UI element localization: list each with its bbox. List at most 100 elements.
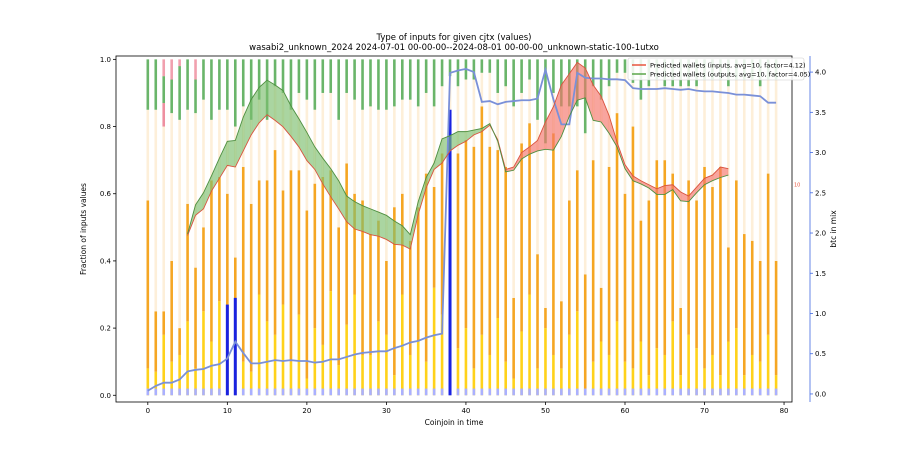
bar-green-29 [377, 59, 380, 110]
band-segment-47 [521, 146, 530, 159]
bar-green-38 [448, 59, 452, 77]
bar-gold-69 [695, 348, 698, 396]
bar-gold-67 [679, 375, 682, 396]
bar-gold-77 [758, 361, 762, 396]
band-segment-17 [283, 90, 291, 137]
bar-cream-63 [647, 86, 651, 201]
bar-green-57 [599, 59, 603, 100]
bar-green-47 [520, 59, 523, 93]
bar-cream-17 [281, 92, 285, 191]
bar-green-41 [472, 59, 476, 80]
bar-gold-58 [607, 354, 611, 396]
bar-gold-79 [774, 375, 778, 396]
band-segment-27 [362, 205, 371, 235]
bar-orange-2 [162, 311, 166, 335]
bar-orange-54 [575, 170, 579, 312]
bar-gold-4 [178, 354, 181, 396]
bar-gold-8 [210, 341, 213, 396]
band-segment-64 [656, 185, 665, 195]
band-segment-7 [203, 175, 212, 209]
predicted-wallets-outputs-line [187, 79, 729, 236]
band-segment-61 [632, 175, 641, 184]
bar-green-26 [353, 59, 356, 100]
bar-gold-40 [464, 328, 468, 396]
bar-base-43 [488, 388, 492, 396]
bar-gold-6 [194, 368, 197, 396]
bar-orange-72 [719, 166, 722, 376]
bar-green-10 [226, 59, 229, 110]
bar-orange-6 [194, 267, 197, 369]
bar-cream-72 [719, 79, 722, 167]
y-tick-label-1.0: 1.0 [100, 56, 111, 64]
bar-gold-74 [735, 328, 738, 396]
bar-pink-2 [162, 103, 166, 127]
bar-base-20 [305, 388, 309, 396]
bar-base-46 [512, 388, 515, 396]
bar-orange-60 [623, 193, 627, 362]
bar-cream-11 [233, 126, 237, 258]
bar-cream-68 [687, 86, 690, 181]
y2-tick-label-3.0: 3.0 [815, 149, 826, 157]
bar-gold-64 [655, 348, 659, 396]
bar-cream-49 [536, 119, 539, 255]
bar-green-7 [202, 59, 205, 100]
y-axis-label: Fraction of inputs values [79, 183, 88, 275]
bar-green-8 [210, 59, 213, 120]
bar-base-74 [735, 388, 738, 396]
bar-base-33 [408, 388, 412, 396]
bar-base-48 [528, 388, 531, 396]
y-tick-label-0.2: 0.2 [100, 325, 111, 333]
bar-base-34 [416, 388, 420, 396]
bar-cream-37 [440, 86, 444, 154]
band-segment-31 [394, 220, 403, 246]
bar-base-13 [249, 388, 253, 396]
bar-base-19 [297, 388, 301, 396]
bar-gold-15 [265, 321, 269, 396]
bar-cream-41 [472, 79, 476, 147]
bar-green-46 [512, 59, 515, 107]
bar-cream-50 [544, 143, 547, 308]
band-segment-8 [211, 158, 220, 192]
bar-cream-77 [758, 86, 762, 261]
annotation: 10 [794, 183, 800, 189]
band-segment-26 [354, 201, 363, 232]
bar-gold-0 [146, 368, 150, 396]
bar-base-15 [265, 388, 269, 396]
bar-cream-60 [623, 72, 627, 194]
bar-gold-35 [424, 361, 428, 396]
bar-base-25 [345, 388, 348, 396]
bar-green-50 [544, 59, 547, 144]
y2-tick-label-0.5: 0.5 [815, 350, 826, 358]
bar-orange-30 [385, 260, 388, 335]
bar-base-69 [695, 388, 698, 396]
bar-orange-25 [345, 163, 348, 325]
bar-orange-70 [703, 166, 706, 369]
bar-gold-56 [591, 361, 595, 396]
bar-gold-7 [202, 311, 205, 396]
bar-base-3 [170, 388, 173, 396]
bar-orange-17 [281, 190, 285, 305]
bar-gold-68 [687, 334, 690, 396]
bar-base-54 [575, 388, 579, 396]
bar-gold-25 [345, 324, 348, 396]
bar-cream-64 [655, 79, 659, 161]
bar-base-45 [504, 388, 507, 396]
bar-base-76 [750, 388, 754, 396]
bar-gold-57 [599, 341, 603, 396]
bar-cream-34 [416, 106, 420, 208]
band-segment-21 [314, 146, 323, 184]
bar-base-5 [186, 388, 189, 396]
band-segment-67 [680, 191, 689, 202]
bar-orange-11 [233, 257, 237, 312]
bar-base-27 [361, 388, 364, 396]
bar-gold-36 [432, 287, 436, 396]
bar-base-41 [472, 388, 476, 396]
bar-orange-58 [607, 166, 611, 355]
x-tick-label-20: 20 [302, 407, 311, 415]
bar-orange-46 [512, 297, 515, 379]
bar-cream-69 [695, 86, 698, 201]
bar-green-35 [424, 59, 428, 93]
bar-cream-7 [202, 99, 205, 228]
bar-base-55 [583, 388, 587, 396]
